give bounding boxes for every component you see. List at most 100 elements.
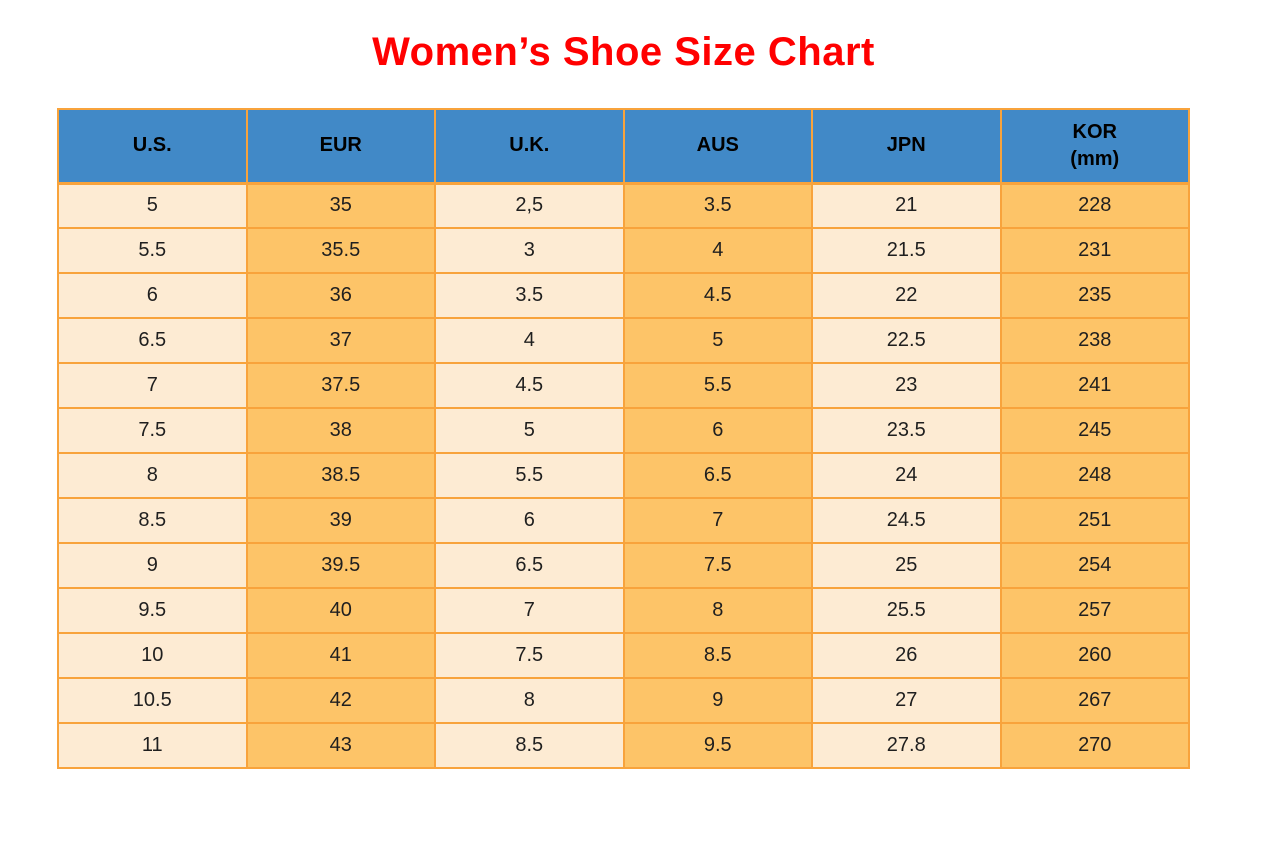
size-cell: 9: [622, 677, 813, 724]
column-header-jpn: JPN: [811, 108, 1002, 185]
size-cell: 10: [57, 632, 248, 679]
size-cell: 4: [434, 317, 625, 364]
size-cell: 37: [245, 317, 436, 364]
size-cell: 41: [245, 632, 436, 679]
size-cell: 228: [999, 182, 1190, 229]
column-header-us: U.S.: [57, 108, 248, 185]
size-cell: 39: [245, 497, 436, 544]
size-cell: 248: [999, 452, 1190, 499]
size-cell: 7.5: [57, 407, 248, 454]
size-cell: 267: [999, 677, 1190, 724]
size-cell: 35: [245, 182, 436, 229]
header-row: U.S. EUR U.K. AUS JPN KOR (mm): [57, 108, 1190, 185]
size-cell: 9.5: [57, 587, 248, 634]
size-cell: 8: [622, 587, 813, 634]
table-row: 8.5 39 6 7 24.5 251: [57, 497, 1190, 544]
size-cell: 6.5: [434, 542, 625, 589]
size-cell: 5.5: [622, 362, 813, 409]
column-header-kor: KOR (mm): [999, 108, 1190, 185]
size-cell: 22: [811, 272, 1002, 319]
size-cell: 26: [811, 632, 1002, 679]
size-cell: 21: [811, 182, 1002, 229]
size-cell: 9: [57, 542, 248, 589]
size-cell: 8.5: [57, 497, 248, 544]
table-row: 10.5 42 8 9 27 267: [57, 677, 1190, 724]
size-cell: 36: [245, 272, 436, 319]
size-cell: 4.5: [622, 272, 813, 319]
size-cell: 2,5: [434, 182, 625, 229]
size-cell: 8.5: [622, 632, 813, 679]
size-cell: 5.5: [57, 227, 248, 274]
size-cell: 5: [57, 182, 248, 229]
column-header-label: AUS: [696, 134, 739, 157]
column-header-eur: EUR: [245, 108, 436, 185]
size-cell: 40: [245, 587, 436, 634]
size-cell: 251: [999, 497, 1190, 544]
column-header-label: EUR: [319, 134, 362, 157]
column-header-label: JPN: [886, 134, 926, 157]
size-cell: 8: [57, 452, 248, 499]
size-cell: 238: [999, 317, 1190, 364]
size-cell: 3: [434, 227, 625, 274]
size-cell: 6.5: [57, 317, 248, 364]
size-cell: 35.5: [245, 227, 436, 274]
size-cell: 5: [434, 407, 625, 454]
size-cell: 8.5: [434, 722, 625, 769]
size-cell: 4: [622, 227, 813, 274]
size-cell: 6: [57, 272, 248, 319]
size-cell: 37.5: [245, 362, 436, 409]
size-cell: 9.5: [622, 722, 813, 769]
column-header-uk: U.K.: [434, 108, 625, 185]
size-cell: 245: [999, 407, 1190, 454]
table-row: 5 35 2,5 3.5 21 228: [57, 182, 1190, 229]
size-cell: 27: [811, 677, 1002, 724]
size-cell: 22.5: [811, 317, 1002, 364]
size-cell: 7: [434, 587, 625, 634]
table-row: 10 41 7.5 8.5 26 260: [57, 632, 1190, 679]
size-cell: 27.8: [811, 722, 1002, 769]
size-cell: 25: [811, 542, 1002, 589]
size-cell: 260: [999, 632, 1190, 679]
column-header-label: U.K.: [509, 134, 550, 157]
size-cell: 43: [245, 722, 436, 769]
table-row: 9 39.5 6.5 7.5 25 254: [57, 542, 1190, 589]
table-row: 6.5 37 4 5 22.5 238: [57, 317, 1190, 364]
column-header-label: KOR: [1072, 120, 1117, 143]
size-cell: 254: [999, 542, 1190, 589]
size-cell: 23: [811, 362, 1002, 409]
size-cell: 11: [57, 722, 248, 769]
table-row: 6 36 3.5 4.5 22 235: [57, 272, 1190, 319]
size-cell: 24: [811, 452, 1002, 499]
size-cell: 21.5: [811, 227, 1002, 274]
page-title: Women’s Shoe Size Chart: [372, 30, 875, 74]
size-cell: 241: [999, 362, 1190, 409]
size-cell: 38.5: [245, 452, 436, 499]
table-row: 11 43 8.5 9.5 27.8 270: [57, 722, 1190, 769]
table-row: 7.5 38 5 6 23.5 245: [57, 407, 1190, 454]
size-cell: 8: [434, 677, 625, 724]
size-cell: 270: [999, 722, 1190, 769]
size-cell: 7.5: [434, 632, 625, 679]
size-cell: 7: [622, 497, 813, 544]
column-header-aus: AUS: [622, 108, 813, 185]
size-cell: 231: [999, 227, 1190, 274]
table-row: 7 37.5 4.5 5.5 23 241: [57, 362, 1190, 409]
size-cell: 5.5: [434, 452, 625, 499]
column-header-sublabel: (mm): [1070, 147, 1120, 170]
size-cell: 3.5: [622, 182, 813, 229]
size-cell: 38: [245, 407, 436, 454]
size-cell: 39.5: [245, 542, 436, 589]
table-row: 9.5 40 7 8 25.5 257: [57, 587, 1190, 634]
size-cell: 3.5: [434, 272, 625, 319]
shoe-size-table: U.S. EUR U.K. AUS JPN KOR (mm) 5 35 2,5 3.5 21 228 5…: [57, 108, 1190, 769]
size-cell: 6: [622, 407, 813, 454]
size-cell: 4.5: [434, 362, 625, 409]
size-cell: 7: [57, 362, 248, 409]
size-cell: 6.5: [622, 452, 813, 499]
size-cell: 23.5: [811, 407, 1002, 454]
size-cell: 25.5: [811, 587, 1002, 634]
size-cell: 42: [245, 677, 436, 724]
table-row: 5.5 35.5 3 4 21.5 231: [57, 227, 1190, 274]
size-cell: 257: [999, 587, 1190, 634]
